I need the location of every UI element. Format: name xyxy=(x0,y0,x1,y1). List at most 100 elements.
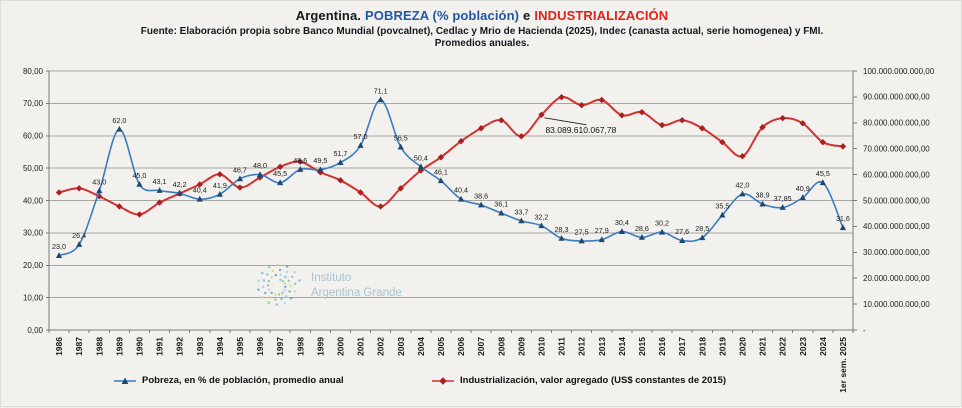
x-axis-year-label: 2019 xyxy=(717,337,727,356)
industrializacion-point-marker xyxy=(538,111,545,118)
right-axis-tick-label: 70.000.000.000,00 xyxy=(863,145,930,154)
x-axis-year-label: 1992 xyxy=(175,337,185,356)
pobreza-series: 23,0 26,4 43,0 62,0 45,0 43,1 42,2 40,4 41,9 46,7… xyxy=(52,86,850,258)
pobreza-point-marker xyxy=(679,237,686,244)
pobreza-point-marker xyxy=(116,125,123,132)
right-axis-tick-label: 60.000.000.000,00 xyxy=(863,170,930,179)
x-axis-year-label: 2012 xyxy=(577,337,587,356)
pobreza-point-marker xyxy=(76,241,83,247)
industrializacion-point-marker xyxy=(236,184,244,191)
pobreza-legend-marker-icon xyxy=(114,377,136,384)
left-axis-tick-label: 80,00 xyxy=(23,67,44,76)
pobreza-point-marker xyxy=(719,211,726,218)
pobreza-data-label: 40,9 xyxy=(796,184,810,193)
x-axis-year-label: 2008 xyxy=(496,337,506,356)
pobreza-data-label: 51,7 xyxy=(333,149,347,158)
pobreza-data-label: 38,6 xyxy=(474,192,488,201)
x-axis-year-label: 1998 xyxy=(295,337,305,356)
pobreza-point-marker xyxy=(176,189,183,196)
right-axis-tick-label: 20.000.000.000,00 xyxy=(863,274,930,283)
industrializacion-point-marker xyxy=(397,185,404,192)
industrializacion-line xyxy=(58,96,844,216)
legend-label-industrializacion: Industrialización, valor agregado (US$ c… xyxy=(460,375,727,386)
pobreza-data-label: 46,1 xyxy=(434,167,448,176)
page-title: Argentina. POBREZA (% población) e INDUSTRI… xyxy=(1,8,962,23)
pobreza-data-label: 33,7 xyxy=(514,207,528,216)
right-axis-tick-label: - xyxy=(863,326,866,335)
industrializacion-point-marker xyxy=(55,189,63,196)
pobreza-data-label: 46,7 xyxy=(233,165,247,174)
left-axis-tick-label: 20,00 xyxy=(23,261,44,270)
pobreza-point-marker xyxy=(236,175,244,182)
pobreza-point-marker xyxy=(437,177,445,184)
pobreza-point-marker xyxy=(478,201,485,208)
title-e: e xyxy=(523,8,531,23)
industrializacion-point-marker xyxy=(297,158,304,165)
industrializacion-point-marker xyxy=(598,96,605,104)
x-axis-year-label: 2007 xyxy=(476,337,486,356)
pobreza-data-label: 36,1 xyxy=(494,200,508,209)
pobreza-data-label: 27,9 xyxy=(595,226,609,235)
pobreza-point-marker xyxy=(337,159,344,166)
title-pobreza: POBREZA (% población) xyxy=(365,8,520,23)
x-axis-year-label: 2005 xyxy=(436,337,446,356)
x-axis-year-label: 1988 xyxy=(94,337,104,356)
pobreza-data-label: 30,4 xyxy=(615,218,629,227)
pobreza-point-marker xyxy=(839,224,847,231)
pobreza-data-label: 32,2 xyxy=(534,212,548,221)
pobreza-data-label: 42,2 xyxy=(173,180,187,189)
pobreza-point-marker xyxy=(357,142,364,148)
pobreza-point-marker xyxy=(55,252,63,258)
legend-label-pobreza: Pobreza, en % de población, promedio anu… xyxy=(142,375,344,386)
right-axis-tick-label: 40.000.000.000,00 xyxy=(863,222,930,231)
pobreza-point-marker xyxy=(196,195,203,202)
pobreza-point-marker xyxy=(457,195,465,202)
pobreza-point-marker xyxy=(819,179,826,186)
pobreza-point-marker xyxy=(739,190,746,197)
pobreza-point-marker xyxy=(156,187,163,193)
pobreza-point-marker xyxy=(699,234,706,241)
x-axis-year-label: 2018 xyxy=(697,337,707,356)
pobreza-point-marker xyxy=(658,228,666,235)
industrializacion-point-marker xyxy=(799,120,806,127)
x-axis-year-label: 1989 xyxy=(114,337,124,356)
pobreza-data-label: 62,0 xyxy=(112,116,126,125)
industrializacion-point-marker xyxy=(75,185,83,192)
industrializacion-point-marker xyxy=(558,93,565,101)
pobreza-point-marker xyxy=(96,187,103,194)
pobreza-data-label: 35,5 xyxy=(715,202,729,211)
annotation-value-label: 83.089.610.067,78 xyxy=(545,125,616,135)
x-axis-year-label: 2011 xyxy=(557,337,567,356)
industrializacion-point-marker xyxy=(658,121,666,129)
annotation-leader-line xyxy=(544,117,587,126)
x-axis-year-label: 2013 xyxy=(597,337,607,356)
industrializacion-point-marker xyxy=(839,143,847,150)
pobreza-data-label: 28,3 xyxy=(555,225,569,234)
pobreza-data-label: 50,4 xyxy=(414,153,428,162)
pobreza-point-marker xyxy=(759,200,766,207)
right-axis-tick-label: 100.000.000.000,00 xyxy=(863,67,935,76)
left-axis-tick-label: 30,00 xyxy=(23,229,44,238)
pobreza-line xyxy=(58,98,844,257)
pobreza-data-label: 28,6 xyxy=(635,224,649,233)
industrializacion-point-marker xyxy=(457,137,465,145)
pobreza-point-marker xyxy=(538,222,545,229)
industrializacion-point-marker xyxy=(719,139,726,146)
industrializacion-point-marker xyxy=(196,181,203,188)
right-axis-tick-label: 30.000.000.000,00 xyxy=(863,248,930,257)
industrializacion-point-marker xyxy=(498,117,505,124)
x-axis-year-label: 2020 xyxy=(737,337,747,356)
pobreza-data-label: 27,5 xyxy=(575,227,589,236)
legend-item-industrializacion: Industrialización, valor agregado (US$ c… xyxy=(431,375,726,386)
x-axis-year-label: 2010 xyxy=(536,337,546,356)
right-axis-tick-label: 80.000.000.000,00 xyxy=(863,119,930,128)
pobreza-point-marker xyxy=(799,194,806,200)
pobreza-data-label: 27,6 xyxy=(675,227,689,236)
right-axis-labels: 100.000.000.000,00 90.000.000.000,00 80.00… xyxy=(853,67,935,335)
x-axis-year-label: 1986 xyxy=(54,337,64,356)
industrializacion-point-marker xyxy=(477,125,485,132)
left-axis-tick-label: 70,00 xyxy=(23,99,44,108)
pobreza-data-label: 37,85 xyxy=(774,194,792,203)
pobreza-data-label: 45,5 xyxy=(816,169,830,178)
